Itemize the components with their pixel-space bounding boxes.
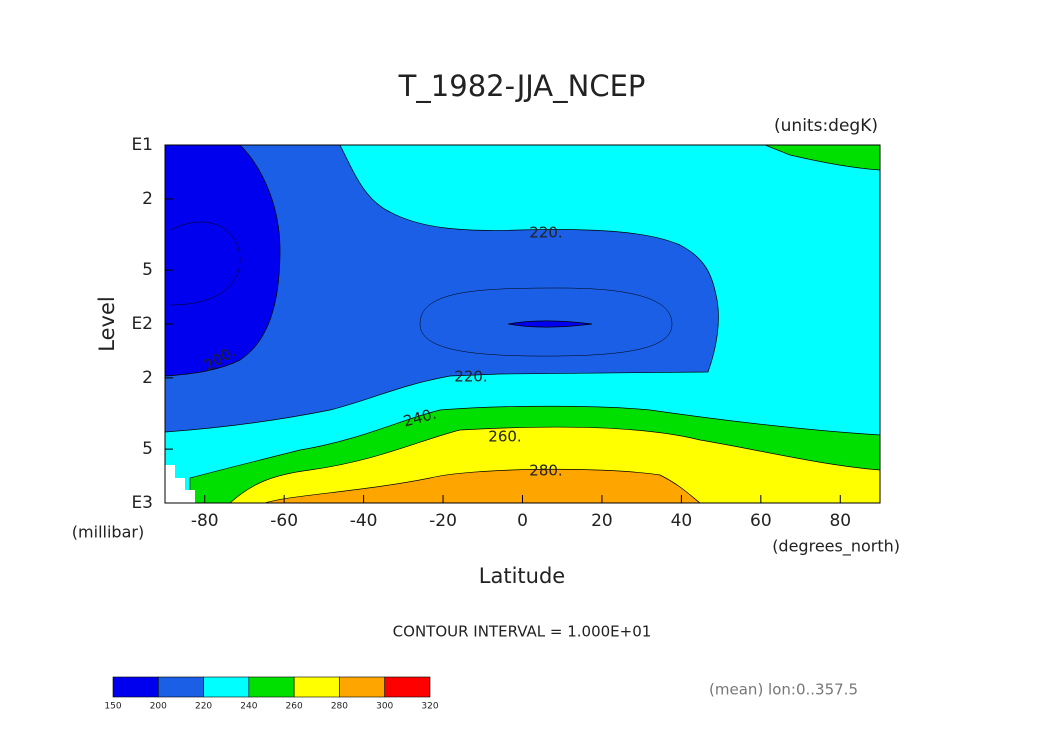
y-axis-title: Level [95, 296, 119, 351]
x-axis-title: Latitude [479, 564, 565, 588]
colorbar-label: 200 [150, 702, 167, 712]
y-tick-label: 2 [142, 368, 153, 388]
x-units: (degrees_north) [772, 537, 900, 557]
colorbar-cell [339, 676, 386, 698]
contour-label: 220. [454, 368, 487, 386]
y-units: (millibar) [72, 523, 144, 542]
units-label: (units:degK) [774, 116, 878, 136]
x-tick-label: 60 [750, 511, 772, 531]
colorbar-cell [157, 676, 204, 698]
y-tick-label: 2 [142, 189, 153, 209]
contour-band [507, 320, 593, 328]
x-tick-label: -20 [429, 511, 457, 531]
x-tick-label: -80 [191, 511, 219, 531]
colorbar-cell [112, 676, 159, 698]
colorbar-label: 240 [240, 702, 257, 712]
contour-band [229, 426, 881, 504]
colorbar-label: 320 [421, 702, 438, 712]
x-tick-label: -60 [270, 511, 298, 531]
contour-band [264, 468, 701, 504]
x-tick-label: -40 [350, 511, 378, 531]
x-tick-label: 0 [517, 511, 528, 531]
y-tick-label: 5 [142, 260, 153, 280]
x-tick-label: 40 [671, 511, 693, 531]
y-tick-label: E1 [131, 135, 153, 155]
colorbar-label: 260 [286, 702, 303, 712]
colorbar-cell [384, 676, 431, 698]
contour-label: 220. [529, 224, 562, 242]
colorbar-cell [248, 676, 295, 698]
missing-data [165, 465, 195, 503]
colorbar-cell [203, 676, 250, 698]
y-tick-label: 5 [142, 439, 153, 459]
contour-band [164, 144, 719, 433]
colorbar-label: 300 [376, 702, 393, 712]
colorbar-cell [293, 676, 340, 698]
colorbar-label: 280 [331, 702, 348, 712]
colorbar-label: 220 [195, 702, 212, 712]
contour-band [164, 144, 281, 377]
annotation: (mean) lon:0..357.5 [709, 681, 858, 699]
colorbar-label: 150 [104, 702, 121, 712]
y-tick-label: E3 [131, 493, 153, 513]
contour-label: 280. [529, 462, 562, 480]
y-tick-label: E2 [131, 314, 153, 334]
x-tick-label: 80 [829, 511, 851, 531]
chart-title: T_1982-JJA_NCEP [398, 69, 646, 103]
plot-area: 220. 200. 220. 240. 260. 280. [164, 144, 881, 504]
footnote: CONTOUR INTERVAL = 1.000E+01 [393, 623, 652, 641]
x-tick-label: 20 [591, 511, 613, 531]
contour-label: 260. [488, 428, 521, 446]
